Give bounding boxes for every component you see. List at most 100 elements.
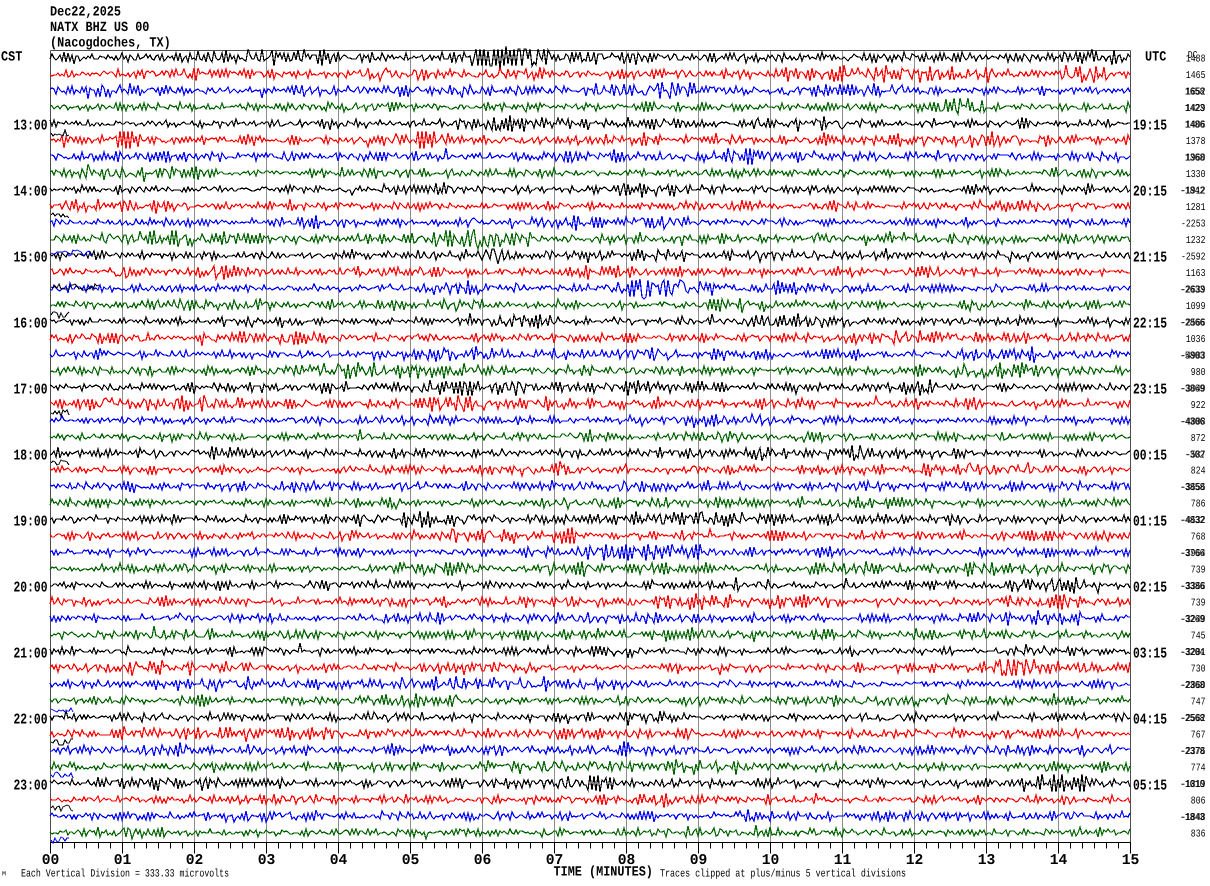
svg-text:-3656: -3656 <box>1181 482 1206 494</box>
svg-text:-587: -587 <box>1186 450 1206 462</box>
svg-text:-2860: -2860 <box>1181 680 1206 692</box>
svg-text:14: 14 <box>1050 852 1068 869</box>
svg-text:1281: 1281 <box>1186 202 1206 214</box>
svg-text:1163: 1163 <box>1186 268 1206 280</box>
svg-text:01:15: 01:15 <box>1133 514 1167 531</box>
svg-text:03:15: 03:15 <box>1133 646 1167 663</box>
svg-text:00: 00 <box>42 852 60 869</box>
svg-text:15: 15 <box>1122 852 1140 869</box>
svg-text:1423: 1423 <box>1185 103 1205 115</box>
svg-text:13: 13 <box>978 852 996 869</box>
svg-text:UTC: UTC <box>1145 50 1167 66</box>
svg-text:-3964: -3964 <box>1181 548 1206 560</box>
svg-text:02:15: 02:15 <box>1133 580 1167 597</box>
svg-text:-2566: -2566 <box>1181 318 1206 330</box>
svg-text:07: 07 <box>546 852 564 869</box>
svg-text:1406: 1406 <box>1186 120 1206 132</box>
svg-text:(Nacogdoches, TX): (Nacogdoches, TX) <box>50 36 171 52</box>
svg-text:12: 12 <box>906 852 924 869</box>
svg-text:-2633: -2633 <box>1180 285 1205 297</box>
svg-text:13:00: 13:00 <box>14 118 48 135</box>
svg-text:18:00: 18:00 <box>14 448 48 465</box>
svg-text:1429: 1429 <box>1186 103 1206 115</box>
svg-text:DC: DC <box>1188 50 1198 62</box>
svg-text:745: 745 <box>1191 631 1206 643</box>
svg-text:05:15: 05:15 <box>1133 778 1167 795</box>
svg-text:22:00: 22:00 <box>14 712 48 729</box>
svg-text:-2568: -2568 <box>1180 713 1205 725</box>
svg-text:1099: 1099 <box>1186 301 1206 313</box>
svg-text:02: 02 <box>186 852 204 869</box>
svg-text:872: 872 <box>1191 433 1206 445</box>
svg-text:1652: 1652 <box>1186 87 1206 99</box>
svg-text:CST: CST <box>1 50 22 66</box>
svg-text:980: 980 <box>1191 367 1206 379</box>
svg-text:1232: 1232 <box>1186 235 1206 247</box>
svg-text:09: 09 <box>690 852 708 869</box>
svg-text:824: 824 <box>1191 466 1206 478</box>
svg-text:Each Vertical Division = 333.: Each Vertical Division = 333.33 microvol… <box>21 869 229 881</box>
svg-text:806: 806 <box>1191 796 1206 808</box>
svg-text:00:15: 00:15 <box>1133 448 1167 465</box>
svg-text:-4632: -4632 <box>1181 515 1206 527</box>
svg-text:-1848: -1848 <box>1181 812 1206 824</box>
svg-text:922: 922 <box>1191 400 1206 412</box>
svg-text:786: 786 <box>1191 499 1206 511</box>
svg-text:NATX BHZ US 00: NATX BHZ US 00 <box>50 20 149 36</box>
svg-text:17:00: 17:00 <box>14 382 48 399</box>
svg-text:-2378: -2378 <box>1180 746 1205 758</box>
svg-text:767: 767 <box>1191 730 1206 742</box>
svg-text:1036: 1036 <box>1186 334 1206 346</box>
svg-text:739: 739 <box>1191 565 1206 577</box>
svg-text:1465: 1465 <box>1186 70 1206 82</box>
svg-text:23:00: 23:00 <box>14 778 48 795</box>
svg-text:-3766: -3766 <box>1180 548 1205 560</box>
svg-text:10: 10 <box>762 852 780 869</box>
svg-text:Traces clipped at plus/minus 5: Traces clipped at plus/minus 5 vertical … <box>660 869 906 881</box>
svg-text:-4903: -4903 <box>1181 351 1206 363</box>
svg-text:19:15: 19:15 <box>1133 118 1167 135</box>
svg-text:1486: 1486 <box>1185 120 1205 132</box>
svg-text:-302: -302 <box>1185 450 1205 462</box>
svg-text:03: 03 <box>258 852 276 869</box>
svg-text:-2368: -2368 <box>1180 680 1205 692</box>
svg-text:19:00: 19:00 <box>14 514 48 531</box>
svg-text:-3869: -3869 <box>1180 384 1205 396</box>
svg-text:-4832: -4832 <box>1180 515 1205 527</box>
svg-text:1960: 1960 <box>1186 153 1206 165</box>
svg-text:21:15: 21:15 <box>1133 250 1167 267</box>
svg-text:20:15: 20:15 <box>1133 184 1167 201</box>
svg-text:747: 747 <box>1191 697 1206 709</box>
svg-text:04: 04 <box>330 852 348 869</box>
svg-text:23:15: 23:15 <box>1133 382 1167 399</box>
svg-text:-3249: -3249 <box>1181 614 1206 626</box>
svg-text:05: 05 <box>402 852 420 869</box>
svg-text:836: 836 <box>1191 829 1206 841</box>
svg-text:774: 774 <box>1191 763 1206 775</box>
svg-text:15:00: 15:00 <box>14 250 48 267</box>
svg-text:-1843: -1843 <box>1180 812 1205 824</box>
svg-text:-2253: -2253 <box>1181 219 1206 231</box>
svg-text:1368: 1368 <box>1185 153 1205 165</box>
svg-text:-3366: -3366 <box>1181 581 1206 593</box>
svg-text:14:00: 14:00 <box>14 184 48 201</box>
svg-text:-3049: -3049 <box>1181 384 1206 396</box>
svg-text:-1010: -1010 <box>1180 779 1205 791</box>
svg-text:20:00: 20:00 <box>14 580 48 597</box>
svg-text:768: 768 <box>1191 532 1206 544</box>
svg-text:-3386: -3386 <box>1180 581 1205 593</box>
svg-text:-1819: -1819 <box>1181 779 1206 791</box>
svg-text:22:15: 22:15 <box>1133 316 1167 333</box>
svg-text:-4306: -4306 <box>1180 417 1205 429</box>
svg-text:04:15: 04:15 <box>1133 712 1167 729</box>
svg-text:739: 739 <box>1191 598 1206 610</box>
svg-text:-3269: -3269 <box>1180 614 1205 626</box>
svg-text:-1842: -1842 <box>1180 186 1205 198</box>
svg-text:-3858: -3858 <box>1180 482 1205 494</box>
svg-text:-2376: -2376 <box>1181 746 1206 758</box>
svg-text:01: 01 <box>114 852 132 869</box>
svg-text:1378: 1378 <box>1186 136 1206 148</box>
svg-text:-5803: -5803 <box>1180 351 1205 363</box>
svg-text:-3204: -3204 <box>1180 647 1205 659</box>
svg-text:M: M <box>2 871 6 878</box>
